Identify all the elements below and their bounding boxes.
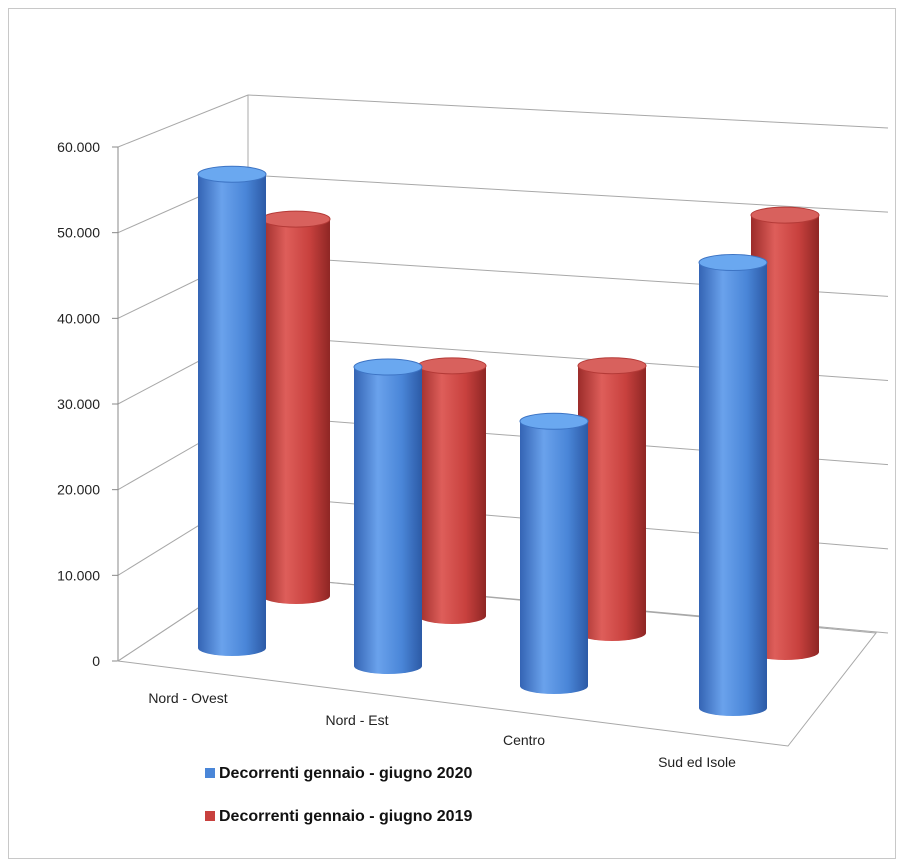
bar-top — [698, 254, 768, 272]
legend-swatch — [205, 768, 215, 778]
y-axis-ticks: 0 10.000 20.000 30.000 40.000 50.000 60.000 — [57, 139, 100, 669]
bar-body — [418, 365, 486, 624]
legend-swatch — [205, 811, 215, 821]
grid-line-back — [247, 174, 889, 213]
bar-body — [198, 174, 266, 656]
legend-label: Decorrenti gennaio - giugno 2019 — [219, 808, 472, 825]
bar-top — [519, 412, 589, 430]
bar-top — [353, 358, 423, 376]
bar-top — [197, 165, 267, 183]
grid-line-back — [247, 94, 889, 129]
bar-body — [751, 215, 819, 660]
y-tick-label: 10.000 — [57, 567, 100, 583]
bar-top — [417, 357, 487, 375]
bar-1-0 — [353, 358, 423, 674]
legend-label: Decorrenti gennaio - giugno 2020 — [219, 765, 472, 782]
bar-top — [261, 210, 331, 228]
grid-line-side — [117, 94, 249, 148]
bar-0-0 — [197, 165, 267, 656]
x-category-label: Nord - Ovest — [148, 690, 227, 706]
y-tick-label: 20.000 — [57, 482, 100, 498]
bar-top — [750, 206, 820, 224]
bar-body — [262, 219, 330, 604]
legend: Decorrenti gennaio - giugno 2020 Decorren… — [205, 765, 472, 825]
bar-3-0 — [698, 254, 768, 716]
y-tick-label: 50.000 — [57, 225, 100, 241]
y-tick-label: 40.000 — [57, 310, 100, 326]
bar-top — [577, 357, 647, 375]
bar-body — [520, 421, 588, 694]
bar-body — [578, 365, 646, 641]
y-tick-label: 60.000 — [57, 139, 100, 155]
x-category-label: Centro — [503, 732, 545, 748]
bar-2-1 — [577, 357, 647, 641]
bar-body — [699, 262, 767, 716]
bar-layer — [197, 165, 820, 716]
bar-body — [354, 367, 422, 674]
bar-3-1 — [750, 206, 820, 660]
bar-0-1 — [261, 210, 331, 604]
y-tick-label: 30.000 — [57, 396, 100, 412]
bar-2-0 — [519, 412, 589, 694]
y-tick-label: 0 — [92, 653, 100, 669]
x-category-label: Sud ed Isole — [658, 754, 736, 770]
bar-1-1 — [417, 357, 487, 624]
x-category-label: Nord - Est — [325, 712, 388, 728]
x-axis-categories: Nord - Ovest Nord - Est Centro Sud ed Isole — [148, 690, 736, 770]
